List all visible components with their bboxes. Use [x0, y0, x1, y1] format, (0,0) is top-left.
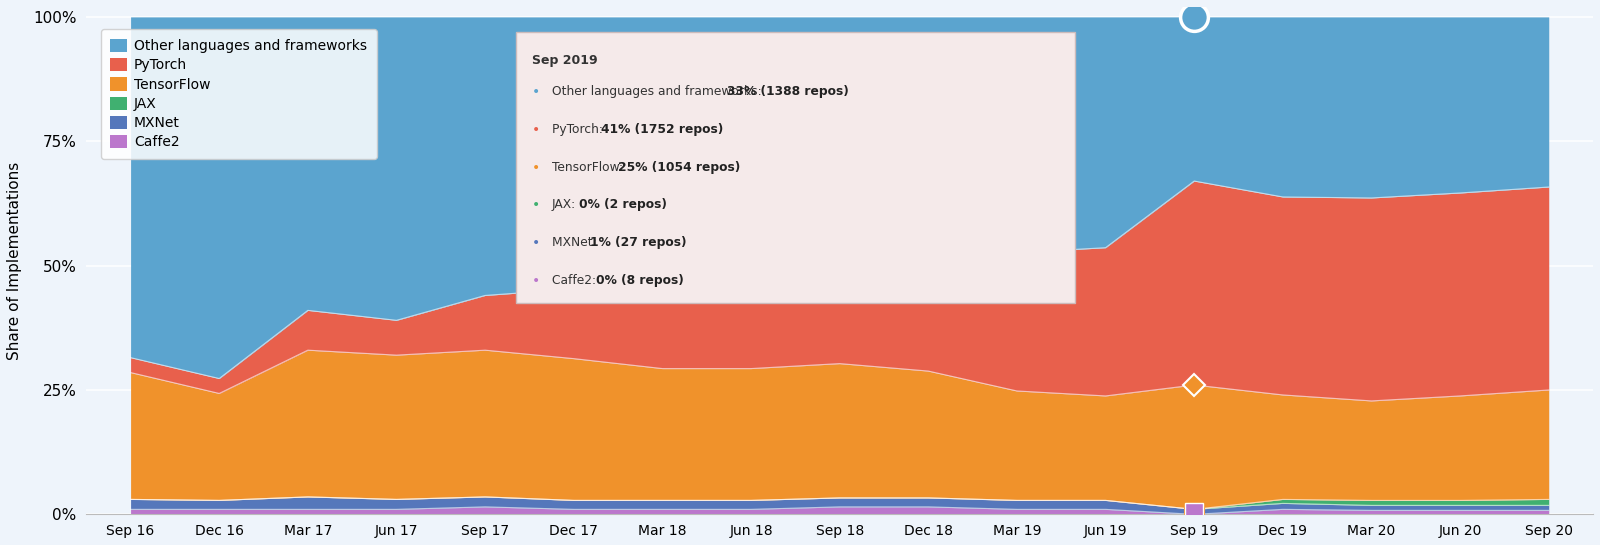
Text: TensorFlow:: TensorFlow:	[552, 161, 627, 174]
Legend: Other languages and frameworks, PyTorch, TensorFlow, JAX, MXNet, Caffe2: Other languages and frameworks, PyTorch,…	[101, 29, 378, 159]
Text: •: •	[533, 198, 541, 213]
Text: •: •	[533, 123, 541, 137]
Text: 33% (1388 repos): 33% (1388 repos)	[728, 85, 850, 98]
Text: •: •	[533, 161, 541, 174]
Text: 0% (8 repos): 0% (8 repos)	[595, 274, 683, 287]
Text: PyTorch:: PyTorch:	[552, 123, 606, 136]
Text: 41% (1752 repos): 41% (1752 repos)	[602, 123, 723, 136]
Text: Sep 2019: Sep 2019	[533, 54, 598, 67]
Text: 0% (2 repos): 0% (2 repos)	[579, 198, 667, 211]
Text: •: •	[533, 85, 541, 99]
Text: Other languages and frameworks:: Other languages and frameworks:	[552, 85, 765, 98]
Text: 1% (27 repos): 1% (27 repos)	[590, 237, 686, 249]
Text: MXNet:: MXNet:	[552, 237, 600, 249]
Y-axis label: Share of Implementations: Share of Implementations	[6, 161, 22, 360]
Text: Caffe2:: Caffe2:	[552, 274, 600, 287]
Text: •: •	[533, 274, 541, 288]
Text: JAX:: JAX:	[552, 198, 579, 211]
Text: •: •	[533, 237, 541, 250]
FancyBboxPatch shape	[517, 32, 1075, 303]
Text: 25% (1054 repos): 25% (1054 repos)	[618, 161, 739, 174]
